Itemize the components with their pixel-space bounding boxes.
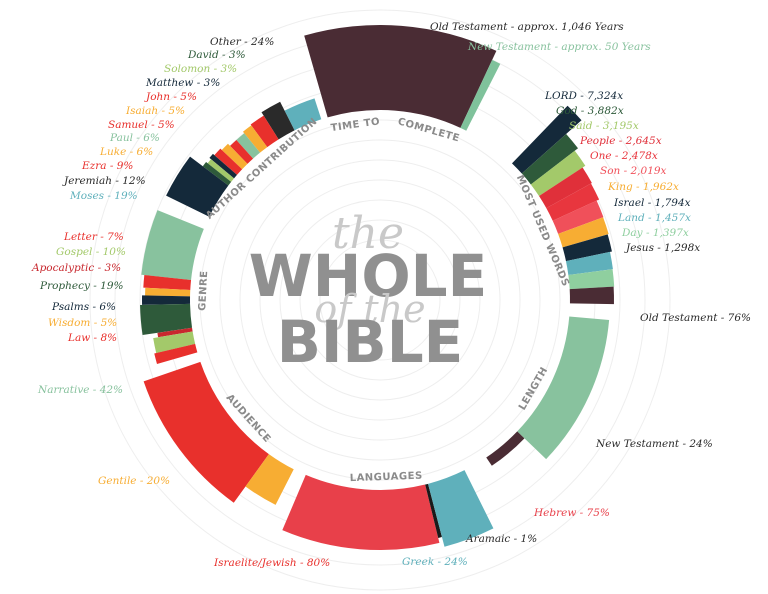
bar-most-used-words-day-1-397x [568,269,615,290]
bar-author-contribution-john-5 [214,148,243,175]
label-author-contribution-john-5: John - 5% [144,91,197,103]
bar-genre-letter-7 [154,343,198,364]
center-title: the WHOLE of the BIBLE [249,208,487,376]
bar-genre-narrative-42 [141,210,204,281]
label-most-used-words-israel-1-794x: Israel - 1,794x [613,197,691,209]
bar-genre-gospel-10 [153,331,196,354]
bar-author-contribution-jeremiah-12 [261,101,295,140]
label-author-contribution-jeremiah-12: Jeremiah - 12% [62,175,146,187]
bar-time-to-complete-old-testament-approx-1-046-years [304,24,497,128]
label-author-contribution-solomon-3: Solomon - 3% [164,63,237,75]
label-length-old-testament-76: Old Testament - 76% [640,312,751,324]
label-author-contribution-moses-19: Moses - 19% [69,190,138,202]
bar-author-contribution-ezra-9 [250,115,279,148]
label-most-used-words-son-2-019x: Son - 2,019x [600,165,667,177]
chart-rings [140,24,615,551]
bar-length-new-testament-24 [486,431,525,466]
label-genre-wisdom-5: Wisdom - 5% [48,317,117,329]
title-whole: WHOLE [249,242,487,310]
bar-most-used-words-son-2-019x [552,200,604,234]
bar-most-used-words-israel-1-794x [562,234,612,262]
chart-labels: Old Testament - approx. 1,046 Years New T… [31,21,751,569]
bar-genre-law-8 [143,275,192,291]
label-genre-apocalyptic-3: Apocalyptic - 3% [31,262,121,274]
guide-circle [199,119,561,481]
guide-circle [319,239,441,361]
bar-author-contribution-isaiah-5 [221,143,248,170]
bar-most-used-words-one-2-478x [546,183,600,221]
bar-genre-psalms-6 [141,295,191,305]
label-most-used-words-said-3-195x: Said - 3,195x [569,120,639,132]
bar-most-used-words-people-2-645x [539,167,592,209]
label-most-used-words-god-3-882x: God - 3,882x [556,105,624,117]
bar-most-used-words-said-3-195x [530,150,586,197]
bar-author-contribution-paul-6 [236,133,261,159]
bar-author-contribution-other-24 [166,156,229,217]
label-genre-prophecy-19: Prophecy - 19% [39,280,124,292]
label-length-new-testament-24: New Testament - 24% [595,438,713,450]
label-most-used-words-day-1-397x: Day - 1,397x [621,227,689,239]
label-genre-narrative-42: Narrative - 42% [37,384,123,396]
section-label-time-to: TIME TO [330,116,381,134]
guide-circle [89,9,671,591]
label-genre-psalms-6: Psalms - 6% [51,301,116,313]
bar-author-contribution-matthew-3 [209,153,237,179]
label-author-contribution-other-24: Other - 24% [210,36,274,48]
label-author-contribution-paul-6: Paul - 6% [109,132,160,144]
label-author-contribution-isaiah-5: Isaiah - 5% [125,105,185,117]
guide-circle [259,179,501,421]
label-audience-gentile-20: Gentile - 20% [98,475,170,487]
guide-circle [299,219,461,381]
bar-most-used-words-land-1-457x [565,251,613,276]
label-most-used-words-one-2-478x: One - 2,478x [590,150,658,162]
bar-most-used-words-jesus-1-298x [569,286,614,305]
label-author-contribution-luke-6: Luke - 6% [99,146,153,158]
label-time-to-complete-old-testament-approx-1-046-years: Old Testament - approx. 1,046 Years [430,21,624,33]
bar-audience-gentile-20 [245,454,294,505]
bar-length-old-testament-76 [517,316,610,460]
bar-author-contribution-luke-6 [242,125,268,153]
bar-languages-hebrew-75 [282,474,440,551]
bar-languages-greek-24 [428,470,494,547]
label-most-used-words-lord-7-324x: LORD - 7,324x [544,90,623,102]
guide-circle [279,199,481,401]
label-genre-letter-7: Letter - 7% [63,231,124,243]
bar-genre-apocalyptic-3 [157,327,193,338]
label-most-used-words-people-2-645x: People - 2,645x [579,135,662,147]
bar-most-used-words-lord-7-324x [511,105,582,174]
label-languages-hebrew-75: Hebrew - 75% [533,507,610,519]
label-languages-greek-24: Greek - 24% [402,556,468,568]
label-author-contribution-samuel-5: Samuel - 5% [108,119,175,131]
label-author-contribution-matthew-3: Matthew - 3% [145,77,220,89]
bar-audience-israelite-jewish-80 [143,361,269,503]
label-author-contribution-david-3: David - 3% [187,49,246,61]
label-genre-gospel-10: Gospel - 10% [56,246,126,258]
label-author-contribution-ezra-9: Ezra - 9% [81,160,133,172]
label-most-used-words-land-1-457x: Land - 1,457x [617,212,691,224]
guide-circle [219,139,541,461]
bar-author-contribution-david-3 [202,162,232,186]
label-most-used-words-jesus-1-298x: Jesus - 1,298x [624,242,700,254]
bar-most-used-words-king-1-962x [558,217,609,248]
bar-time-to-complete-new-testament-approx-50-years [460,59,501,131]
label-genre-law-8: Law - 8% [67,332,117,344]
bar-genre-prophecy-19 [140,303,193,336]
guide-circle [239,159,521,441]
bar-languages-aramaic-1 [425,483,442,538]
bar-author-contribution-solomon-3 [207,159,235,182]
section-label-genre: GENRE [197,270,210,311]
label-audience-israelite-jewish-80: Israelite/Jewish - 80% [213,557,330,569]
label-languages-aramaic-1: Aramaic - 1% [465,533,537,545]
label-time-to-complete-new-testament-approx-50-years: New Testament - approx. 50 Years [467,41,651,53]
title-bible: BIBLE [277,308,464,376]
bar-genre-wisdom-5 [145,287,191,297]
title-the: the [332,208,404,259]
bar-most-used-words-god-3-882x [521,133,579,185]
title-of-the: of the [314,287,425,331]
bar-author-contribution-moses-19 [284,98,322,131]
section-label-languages: LANGUAGES [350,471,423,485]
label-most-used-words-king-1-962x: King - 1,962x [607,181,679,193]
bar-author-contribution-samuel-5 [230,140,254,164]
